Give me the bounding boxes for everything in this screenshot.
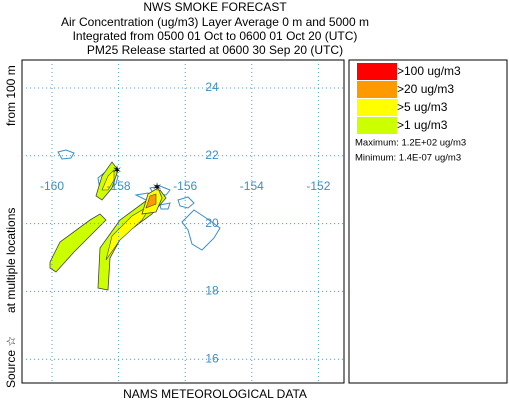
latitude-label: 18 [205,284,219,298]
latitude-label: 22 [205,148,219,162]
longitude-label: -152 [306,179,330,193]
title: NWS SMOKE FORECAST [143,0,287,14]
source-label-part: at multiple locations [4,208,18,313]
source-label-part: Source ☆ [4,336,18,388]
map-frame [21,59,345,384]
longitude-label: -156 [173,179,197,193]
smoke-plume: ✶ ✶ [49,161,167,291]
legend-swatch [357,81,397,98]
source-label: Source ☆ at multiple locations from 100 … [4,65,18,388]
legend-label: >20 ug/m3 [397,82,454,96]
legend-frame [348,59,508,384]
legend-label: >5 ug/m3 [397,100,448,114]
latitude-label: 20 [205,216,219,230]
legend-label: >100 ug/m3 [397,64,461,78]
footer: NAMS METEOROLOGICAL DATA [123,387,307,401]
latitude-label: 16 [205,351,219,365]
maximum: Maximum: 1.2E+02 ug/m3 [355,138,466,149]
subtitle: PM25 Release started at 0600 30 Sep 20 (… [87,43,343,57]
subtitle: Integrated from 0500 01 Oct to 0600 01 O… [73,29,358,43]
longitude-label: -154 [240,179,264,193]
minimum: Minimum: 1.4E-07 ug/m3 [355,153,461,164]
legend-label: >1 ug/m3 [397,118,448,132]
source-marker: ✶ [152,180,162,194]
legend-swatch [357,99,397,116]
legend-swatch [357,63,397,80]
source-label-part: from 100 m [4,65,18,126]
longitude-label: -158 [107,179,131,193]
latitude-label: 24 [205,80,219,94]
legend-swatch [357,117,397,134]
source-marker: ✶ [112,163,122,177]
longitude-label: -160 [40,179,64,193]
subtitle: Air Concentration (ug/m3) Layer Average … [61,15,369,29]
